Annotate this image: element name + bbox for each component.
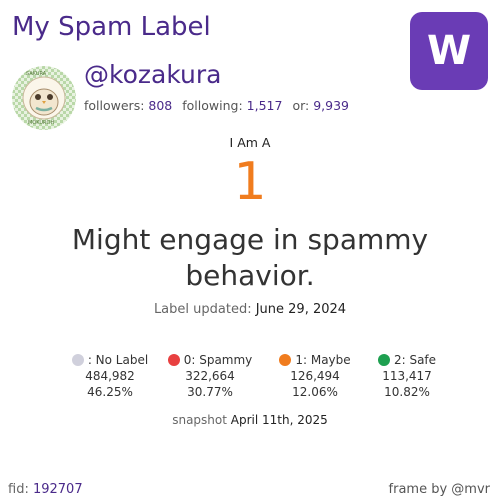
- legend-name: 0: Spammy: [183, 353, 253, 367]
- safe-dot-icon: [377, 354, 390, 366]
- label-updated-date: June 29, 2024: [255, 302, 347, 317]
- legend-percent: 12.06%: [292, 385, 338, 399]
- following-label: following:: [182, 98, 243, 113]
- owl-avatar-icon: [12, 66, 76, 130]
- label-value: 1: [233, 152, 267, 212]
- snapshot-value: April 11th, 2025: [230, 413, 328, 427]
- legend-count: 126,494: [290, 369, 340, 383]
- legend-count: 113,417: [382, 369, 432, 383]
- app-logo: W: [410, 12, 488, 90]
- user-handle[interactable]: @kozakura: [84, 60, 222, 89]
- legend-item-no-label: : No Label 484,982 46.25%: [50, 352, 170, 400]
- legend-count: 322,664: [185, 369, 235, 383]
- or-label: or:: [292, 98, 310, 113]
- legend-percent: 46.25%: [87, 385, 133, 399]
- followers-count: 808: [148, 98, 173, 113]
- fid-label: fid:: [8, 482, 29, 497]
- legend-name: 2: Safe: [393, 353, 437, 367]
- snapshot-label: snapshot: [172, 413, 227, 427]
- following-count: 1,517: [246, 98, 283, 113]
- avatar-text-top: SAKURA: [26, 71, 47, 77]
- frame-credit[interactable]: frame by @mvr: [388, 482, 490, 497]
- maybe-dot-icon: [279, 354, 292, 366]
- label-intro: I Am A: [229, 135, 271, 150]
- legend-name: : No Label: [87, 353, 149, 367]
- legend-percent: 30.77%: [187, 385, 233, 399]
- legend-name: 1: Maybe: [295, 353, 351, 367]
- avatar: SAKURA MOKUROH: [12, 66, 76, 130]
- followers-label: followers:: [84, 98, 145, 113]
- label-description: Might engage in spammy behavior.: [71, 223, 429, 292]
- legend-percent: 10.82%: [384, 385, 430, 399]
- label-updated: Label updated: June 29, 2024: [0, 302, 500, 317]
- no-label-dot-icon: [71, 354, 84, 366]
- logo-letter: W: [426, 28, 472, 74]
- fid-value: 192707: [32, 482, 83, 497]
- legend-item-maybe: 1: Maybe 126,494 12.06%: [255, 352, 375, 400]
- legend-item-spammy: 0: Spammy 322,664 30.77%: [150, 352, 270, 400]
- legend-item-safe: 2: Safe 113,417 10.82%: [347, 352, 467, 400]
- spammy-dot-icon: [167, 354, 180, 366]
- fid: fid: 192707: [8, 482, 83, 497]
- snapshot-date: snapshot April 11th, 2025: [0, 413, 500, 427]
- page-title: My Spam Label: [12, 12, 211, 42]
- profile-stats: followers: 808 following: 1,517 or: 9,93…: [84, 98, 349, 113]
- label-updated-label: Label updated:: [153, 302, 252, 317]
- or-count: 9,939: [313, 98, 349, 113]
- legend-count: 484,982: [85, 369, 135, 383]
- avatar-text-bottom: MOKUROH: [28, 120, 55, 126]
